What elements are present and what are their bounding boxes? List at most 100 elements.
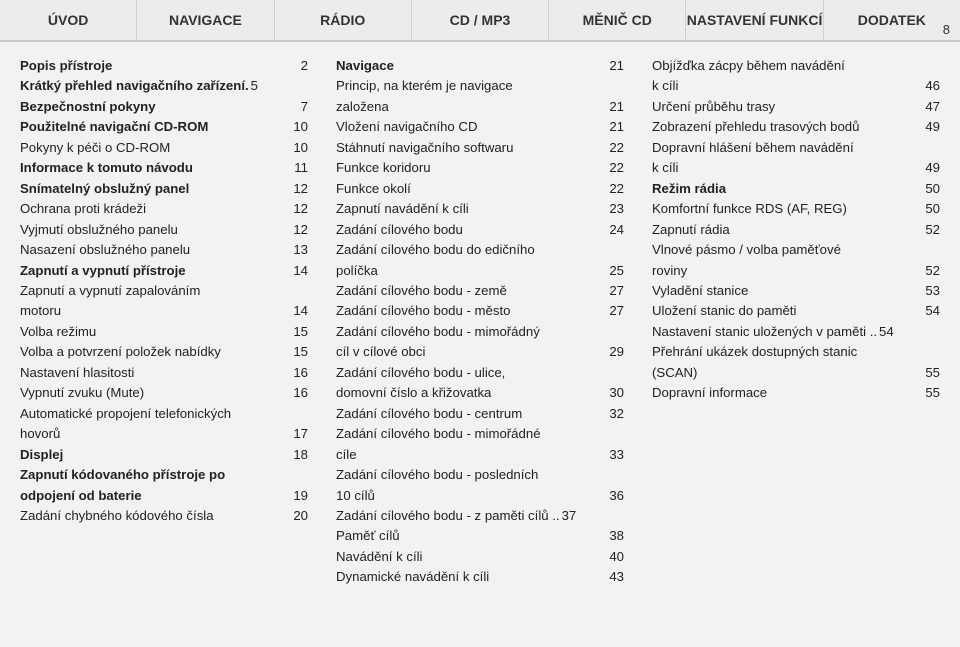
toc-entry[interactable]: Volba režimu15 (20, 322, 308, 342)
toc-entry[interactable]: Zadání cílového bodu - z paměti cílů .. … (336, 506, 624, 526)
toc-label: Volba a potvrzení položek nabídky (20, 342, 221, 362)
toc-page: 5 (249, 76, 258, 96)
toc-entry[interactable]: Komfortní funkce RDS (AF, REG)50 (652, 199, 940, 219)
toc-entry[interactable]: Popis přístroje2 (20, 56, 308, 76)
toc-entry[interactable]: Krátký přehled navigačního zařízení. 5 (20, 76, 308, 96)
toc-page: 22 (607, 179, 624, 199)
toc-page: 17 (291, 424, 308, 444)
toc-entry[interactable]: Zadání chybného kódového čísla20 (20, 506, 308, 526)
toc-entry[interactable]: Volba a potvrzení položek nabídky15 (20, 342, 308, 362)
toc-entry[interactable]: Navádění k cíli40 (336, 547, 624, 567)
toc-entry[interactable]: motoru14 (20, 301, 308, 321)
toc-entry[interactable]: Zapnutí rádia52 (652, 220, 940, 240)
toc-entry: Objížďka zácpy během navádění (652, 56, 940, 76)
toc-label: Zadání cílového bodu - centrum (336, 404, 522, 424)
toc-page: 14 (291, 261, 308, 281)
toc-entry[interactable]: Bezpečnostní pokyny7 (20, 97, 308, 117)
toc-page: 55 (923, 363, 940, 383)
toc-entry[interactable]: Pokyny k péči o CD-ROM10 (20, 138, 308, 158)
toc-entry[interactable]: Snímatelný obslužný panel12 (20, 179, 308, 199)
toc-label: Pokyny k péči o CD-ROM (20, 138, 170, 158)
toc-page: 22 (607, 158, 624, 178)
toc-entry[interactable]: Vyladění stanice53 (652, 281, 940, 301)
toc-entry[interactable]: domovní číslo a křižovatka30 (336, 383, 624, 403)
toc-label: roviny (652, 261, 687, 281)
toc-entry[interactable]: Stáhnutí navigačního softwaru22 (336, 138, 624, 158)
toc-label: Vypnutí zvuku (Mute) (20, 383, 144, 403)
toc-label: Dopravní informace (652, 383, 767, 403)
toc-entry: Zapnutí kódovaného přístroje po (20, 465, 308, 485)
toc-entry[interactable]: odpojení od baterie19 (20, 486, 308, 506)
toc-entry[interactable]: Informace k tomuto návodu11 (20, 158, 308, 178)
tab-nastaveni[interactable]: NASTAVENÍ FUNKCÍ (686, 0, 823, 40)
toc-col-3: Objížďka zácpy během naváděník cíli46Urč… (652, 56, 940, 588)
toc-label: Funkce koridoru (336, 158, 431, 178)
toc-entry[interactable]: Zadání cílového bodu - centrum32 (336, 404, 624, 424)
page-number: 8 (943, 22, 950, 37)
toc-entry[interactable]: Vypnutí zvuku (Mute)16 (20, 383, 308, 403)
toc-entry[interactable]: Paměť cílů38 (336, 526, 624, 546)
toc-entry[interactable]: Zobrazení přehledu trasových bodů49 (652, 117, 940, 137)
tab-menic[interactable]: MĚNIČ CD (549, 0, 686, 40)
toc-entry[interactable]: 10 cílů36 (336, 486, 624, 506)
toc-entry[interactable]: políčka25 (336, 261, 624, 281)
toc-entry[interactable]: cíle33 (336, 445, 624, 465)
toc-entry[interactable]: k cíli49 (652, 158, 940, 178)
toc-entry[interactable]: Navigace21 (336, 56, 624, 76)
toc-entry[interactable]: Režim rádia 50 (652, 179, 940, 199)
toc-entry[interactable]: Nastavení hlasitosti16 (20, 363, 308, 383)
toc-entry: Zadání cílového bodu - posledních (336, 465, 624, 485)
toc-label: Krátký přehled navigačního zařízení. (20, 76, 249, 96)
toc-entry[interactable]: založena21 (336, 97, 624, 117)
tab-uvod[interactable]: ÚVOD (0, 0, 137, 40)
toc-label: Zadání cílového bodu - země (336, 281, 507, 301)
toc-entry[interactable]: Funkce okolí22 (336, 179, 624, 199)
toc-entry[interactable]: Zadání cílového bodu - země27 (336, 281, 624, 301)
toc-page: 24 (607, 220, 624, 240)
toc-col-1: Popis přístroje2Krátký přehled navigační… (20, 56, 308, 588)
toc-label: Nastavení stanic uložených v paměti .. (652, 322, 877, 342)
toc-entry[interactable]: cíl v cílové obci29 (336, 342, 624, 362)
toc-entry[interactable]: Dynamické navádění k cíli43 (336, 567, 624, 587)
toc-entry[interactable]: roviny 52 (652, 261, 940, 281)
toc-entry: Zadání cílového bodu - mimořádný (336, 322, 624, 342)
toc-entry[interactable]: Funkce koridoru 22 (336, 158, 624, 178)
tab-radio[interactable]: RÁDIO (275, 0, 412, 40)
toc-entry[interactable]: Nasazení obslužného panelu13 (20, 240, 308, 260)
toc-entry[interactable]: Nastavení stanic uložených v paměti .. 5… (652, 322, 940, 342)
tab-cdmp3[interactable]: CD / MP3 (412, 0, 549, 40)
toc-page: 50 (923, 179, 940, 199)
toc-label: Režim rádia (652, 179, 726, 199)
toc-entry[interactable]: (SCAN)55 (652, 363, 940, 383)
tab-dodatek[interactable]: DODATEK (824, 0, 960, 40)
toc-entry[interactable]: hovorů17 (20, 424, 308, 444)
toc-page: 52 (923, 261, 940, 281)
toc-page: 18 (291, 445, 308, 465)
toc-entry[interactable]: Dopravní informace55 (652, 383, 940, 403)
toc-page: 36 (607, 486, 624, 506)
toc-label: založena (336, 97, 389, 117)
toc-label: Zadání chybného kódového čísla (20, 506, 214, 526)
toc-label: odpojení od baterie (20, 486, 142, 506)
toc-entry[interactable]: Uložení stanic do paměti54 (652, 301, 940, 321)
toc-entry[interactable]: Zadání cílového bodu - město27 (336, 301, 624, 321)
toc-label: Displej (20, 445, 63, 465)
toc-entry[interactable]: Zadání cílového bodu24 (336, 220, 624, 240)
toc-entry[interactable]: Použitelné navigační CD-ROM10 (20, 117, 308, 137)
toc-page: 33 (607, 445, 624, 465)
toc-label: Dynamické navádění k cíli (336, 567, 489, 587)
toc-page: 12 (291, 179, 308, 199)
tab-navigace[interactable]: NAVIGACE (137, 0, 274, 40)
toc-entry[interactable]: Displej 18 (20, 445, 308, 465)
toc-entry[interactable]: Určení průběhu trasy47 (652, 97, 940, 117)
toc-page: 22 (607, 138, 624, 158)
toc-entry[interactable]: k cíli46 (652, 76, 940, 96)
toc-entry[interactable]: Zapnutí a vypnutí přístroje14 (20, 261, 308, 281)
toc-label: Zapnutí navádění k cíli (336, 199, 469, 219)
toc-entry[interactable]: Ochrana proti krádeži12 (20, 199, 308, 219)
toc-entry[interactable]: Zapnutí navádění k cíli23 (336, 199, 624, 219)
toc-page: 2 (299, 56, 308, 76)
toc-entry[interactable]: Vložení navigačního CD21 (336, 117, 624, 137)
toc-entry[interactable]: Vyjmutí obslužného panelu12 (20, 220, 308, 240)
toc-entry: Vlnové pásmo / volba paměťové (652, 240, 940, 260)
